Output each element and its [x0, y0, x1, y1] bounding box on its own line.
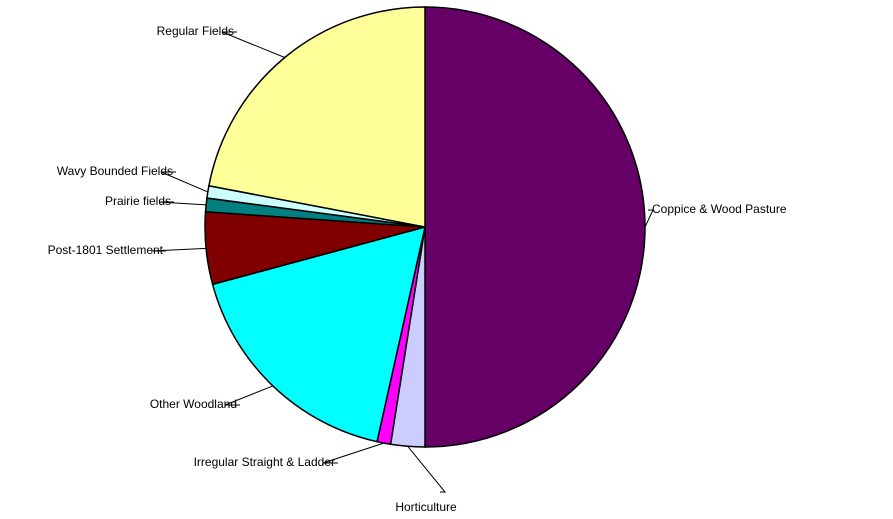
pie-slice: [208, 6, 426, 228]
leader-line: [407, 446, 447, 493]
slice-label: Regular Fields: [157, 24, 234, 38]
leader-line: [322, 442, 384, 464]
leader-line: [224, 385, 274, 406]
slice-label: Wavy Bounded Fields: [57, 164, 173, 178]
slice-label: Coppice & Wood Pasture: [652, 202, 787, 216]
slice-label: Other Woodland: [150, 397, 237, 411]
leader-line: [158, 201, 207, 206]
slice-label: Prairie fields: [105, 194, 171, 208]
slice-label: Post-1801 Settlement: [48, 243, 164, 257]
leader-line: [644, 209, 654, 228]
leader-line: [160, 171, 209, 193]
pie-slice: [424, 6, 646, 448]
slice-label: Horticulture: [395, 500, 457, 514]
leader-line: [221, 31, 285, 58]
leader-line: [150, 247, 207, 252]
slice-label: Irregular Straight & Ladder: [194, 455, 335, 469]
